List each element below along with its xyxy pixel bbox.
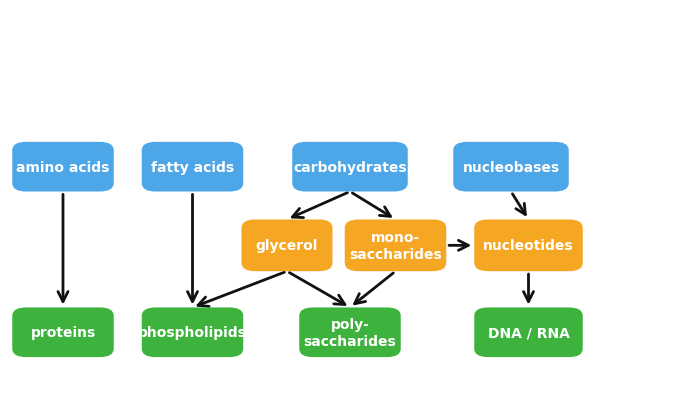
FancyBboxPatch shape	[141, 142, 244, 192]
Text: poly-
saccharides: poly- saccharides	[304, 317, 396, 348]
Text: phospholipids: phospholipids	[138, 325, 247, 339]
Text: amino acids: amino acids	[16, 160, 110, 174]
FancyBboxPatch shape	[475, 308, 582, 357]
FancyBboxPatch shape	[475, 220, 582, 272]
Text: DNA / RNA: DNA / RNA	[488, 325, 569, 339]
FancyBboxPatch shape	[300, 308, 400, 357]
FancyBboxPatch shape	[344, 220, 447, 272]
FancyBboxPatch shape	[13, 308, 113, 357]
Text: nucleobases: nucleobases	[463, 160, 559, 174]
Text: proteins: proteins	[30, 325, 96, 339]
Text: glycerol: glycerol	[256, 239, 318, 253]
Text: mono-
saccharides: mono- saccharides	[349, 230, 442, 261]
FancyBboxPatch shape	[241, 220, 332, 272]
Text: nucleotides: nucleotides	[483, 239, 574, 253]
FancyBboxPatch shape	[454, 142, 568, 192]
FancyBboxPatch shape	[13, 142, 113, 192]
Text: carbohydrates: carbohydrates	[293, 160, 407, 174]
FancyBboxPatch shape	[141, 308, 244, 357]
FancyBboxPatch shape	[293, 142, 407, 192]
Text: fatty acids: fatty acids	[151, 160, 234, 174]
